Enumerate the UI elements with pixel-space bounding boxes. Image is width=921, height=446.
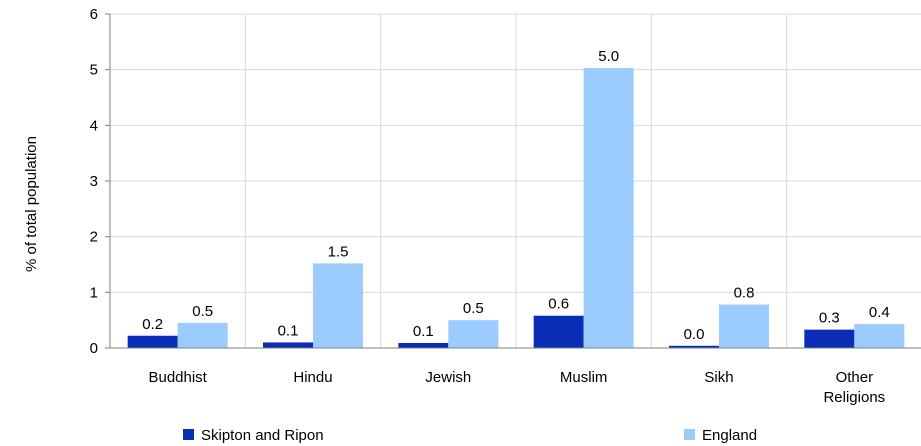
data-label: 5.0 [598, 48, 619, 65]
x-tick-label: Sikh [704, 369, 733, 386]
bar [854, 324, 905, 348]
y-tick-label: 2 [90, 229, 98, 246]
grid-layer [110, 13, 921, 348]
data-label: 0.2 [142, 316, 163, 333]
y-tick-label: 1 [90, 284, 98, 301]
bar [533, 315, 584, 348]
legend-swatch [183, 429, 194, 440]
x-tick-label: Buddhist [148, 369, 207, 386]
data-label: 0.1 [278, 322, 299, 339]
x-tick-label: Other [836, 369, 874, 386]
bar [804, 329, 855, 348]
y-tick-label: 4 [90, 117, 98, 134]
bar [448, 320, 499, 348]
bar [127, 335, 178, 348]
data-label: 0.5 [463, 300, 484, 317]
data-label: 0.4 [869, 304, 890, 321]
legend: Skipton and Ripon England [183, 427, 757, 444]
data-label: 1.5 [328, 243, 349, 260]
y-tick-label: 6 [90, 6, 98, 23]
x-tick-label: Jewish [425, 369, 471, 386]
bar [583, 67, 634, 348]
data-label: 0.3 [819, 310, 840, 327]
legend-label: England [702, 427, 757, 444]
data-label: 0.0 [684, 326, 705, 343]
bar [669, 345, 719, 348]
y-tick-label: 0 [90, 340, 98, 357]
bar [177, 322, 228, 348]
data-label: 0.8 [734, 285, 755, 302]
data-labels-layer: 0.2 0.5 0.1 1.5 0.1 0.5 0.6 5.0 0.0 0.8 0.3 0.4 [142, 48, 890, 343]
bar [719, 304, 769, 348]
x-tick-label: Muslim [560, 369, 608, 386]
legend-swatch [684, 429, 695, 440]
data-label: 0.6 [548, 296, 569, 313]
x-tick-label: Religions [823, 389, 885, 406]
bars-layer [127, 67, 905, 348]
bar [398, 342, 449, 348]
y-tick-label: 3 [90, 173, 98, 190]
bar [263, 342, 313, 348]
x-tick-label: Hindu [293, 369, 332, 386]
y-axis-title: % of total population [23, 136, 40, 272]
data-label: 0.1 [413, 323, 434, 340]
legend-label: Skipton and Ripon [201, 427, 324, 444]
y-tick-label: 5 [90, 62, 98, 79]
bar [313, 263, 363, 348]
axis-layer: 0 1 2 3 4 5 6 Buddhist Hindu Jewish Muslim Sikh Othe… [90, 6, 921, 406]
data-label: 0.5 [192, 303, 213, 320]
